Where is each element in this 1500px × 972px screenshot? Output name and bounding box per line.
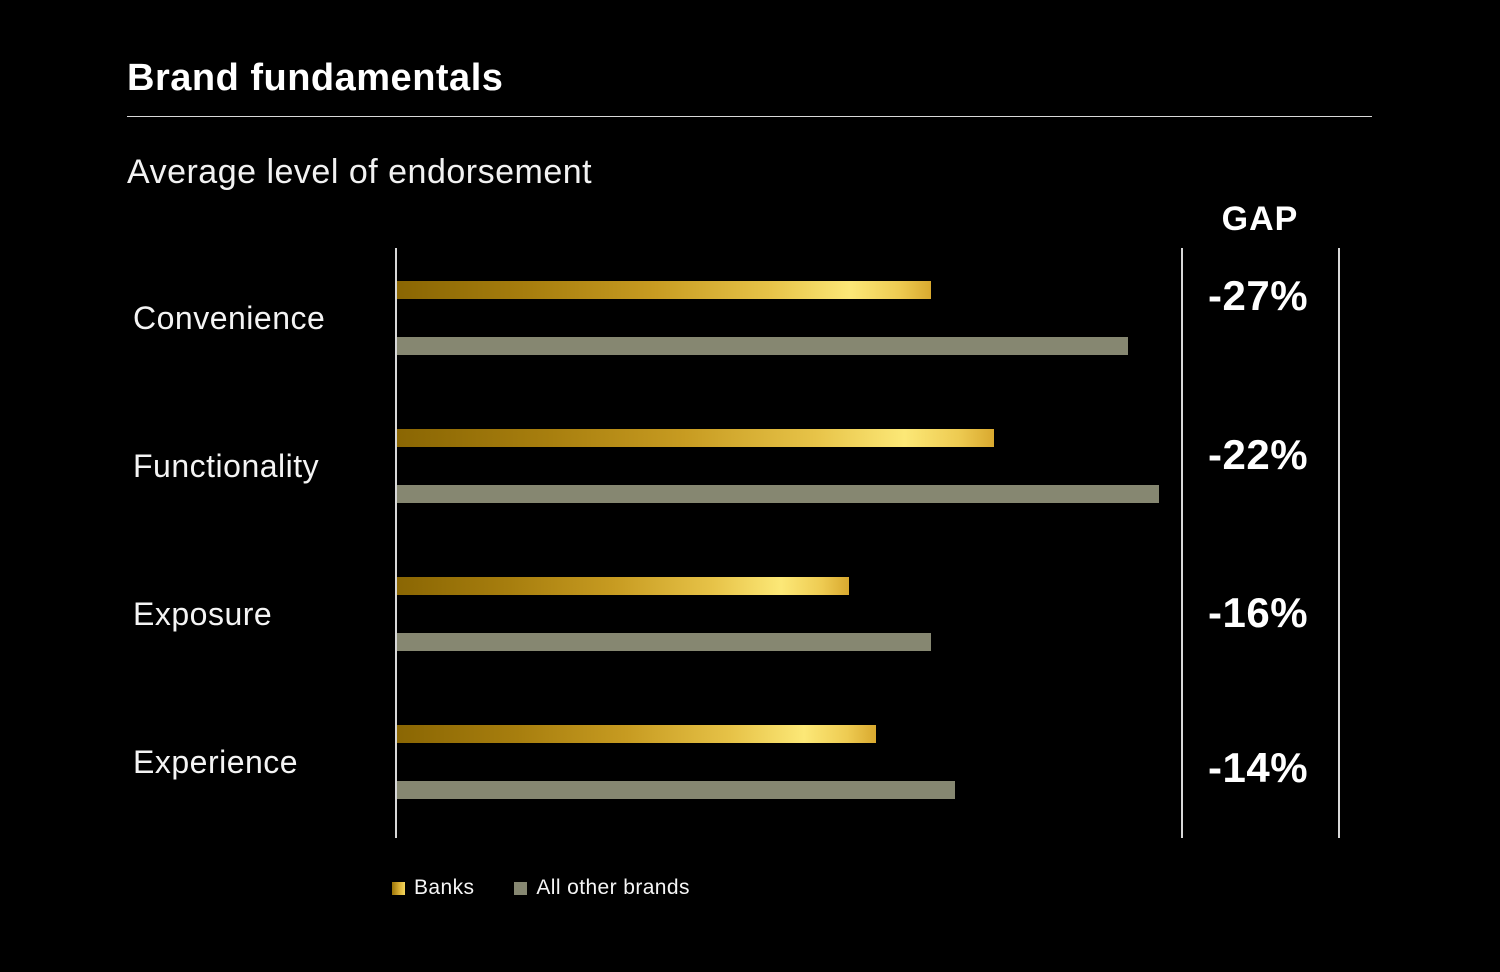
title-divider: [127, 116, 1372, 117]
gap-column-right-border: [1338, 248, 1340, 838]
chart-subtitle: Average level of endorsement: [127, 153, 593, 191]
gap-value-experience: -14%: [1208, 744, 1309, 791]
category-label: Convenience: [133, 300, 326, 336]
gap-value-functionality: -22%: [1208, 431, 1309, 478]
category-label: Experience: [133, 744, 299, 780]
legend-item-all-other-brands: All other brands: [514, 876, 689, 900]
y-axis-line: [395, 248, 397, 838]
banks-bar: [397, 429, 994, 447]
banks-swatch-icon: [392, 881, 405, 895]
chart-row-functionality: Functionality: [0, 399, 1500, 547]
other-brands-bar: [397, 633, 931, 651]
banks-bar: [397, 281, 931, 299]
other-brands-bar: [397, 337, 1128, 355]
gap-column-header: GAP: [1221, 200, 1299, 238]
chart-row-convenience: Convenience: [0, 251, 1500, 399]
category-label: Functionality: [133, 448, 320, 484]
gap-value-convenience: -27%: [1208, 272, 1309, 319]
chart-row-exposure: Exposure: [0, 547, 1500, 695]
chart-legend: Banks All other brands: [392, 876, 690, 900]
banks-bar: [397, 725, 876, 743]
legend-label: All other brands: [536, 876, 690, 899]
category-label: Exposure: [133, 596, 273, 632]
legend-item-banks: Banks: [392, 876, 474, 900]
gap-column-left-border: [1181, 248, 1183, 838]
banks-bar: [397, 577, 849, 595]
other-brands-bar: [397, 781, 955, 799]
chart-row-experience: Experience: [0, 695, 1500, 843]
legend-label: Banks: [414, 876, 475, 899]
other-brands-swatch-icon: [514, 881, 528, 895]
other-brands-bar: [397, 485, 1159, 503]
gap-value-exposure: -16%: [1208, 589, 1309, 636]
page-title: Brand fundamentals: [127, 57, 504, 99]
